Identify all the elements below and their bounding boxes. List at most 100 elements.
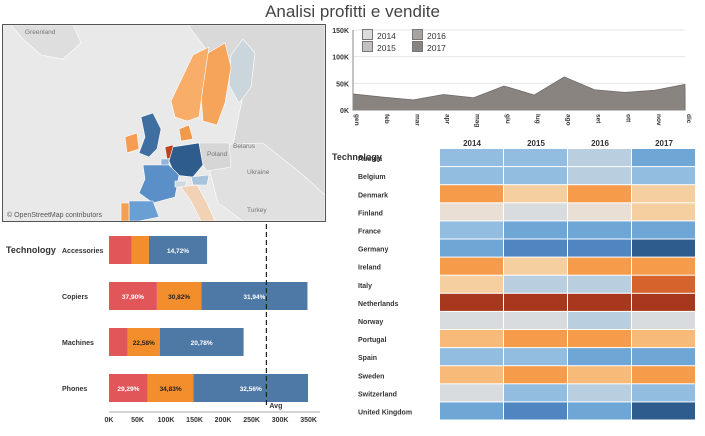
heatmap-cell [632,275,695,293]
map-label-greenland: Greenland [25,29,56,36]
bar-segment [131,236,149,264]
bar-segment [109,374,148,402]
map-finland [228,38,256,104]
heatmap-cell [568,330,631,348]
x-tick-label: mag [474,114,481,127]
heatmap-cell [440,185,503,203]
heatmap-cell [632,257,695,275]
heatmap-row-label: United Kingdom [358,409,412,416]
map-denmark [178,124,194,142]
heatmap-column-header: 2017 [655,139,673,148]
y-tick-label: 50K [336,81,349,88]
heatmap-row-label: France [358,228,381,235]
area-chart[interactable]: 0K 50K 100K 150K gen feb mar apr mag giu lug ago set… [330,24,705,144]
heatmap-row-label: Switzerland [358,391,397,398]
heatmap-cell [568,311,631,329]
legend-2015: 2015 [362,41,396,53]
page-title: Analisi profitti e vendite [265,2,440,21]
x-tick-label: 350K [300,417,317,424]
heatmap-cell [632,221,695,239]
bar-chart[interactable]: Technology Accessories 14,72% Copiers 37,90%… [0,222,330,431]
heatmap-cell [632,203,695,221]
heatmap-cell [632,311,695,329]
map-label-belarus: Belarus [233,143,256,150]
heatmap-cell [632,402,695,420]
x-tick-label: 300K [272,417,289,424]
bar-segment [147,374,194,402]
heatmap-cell [632,348,695,366]
heatmap-cell [440,257,503,275]
bar-chart-svg: Technology Accessories 14,72% Copiers 37,90%… [6,224,320,424]
heatmap-cell [632,239,695,257]
heatmap-row-label: Denmark [358,192,388,199]
heatmap-cell [568,293,631,311]
bar-data-label: 20,78% [191,340,213,347]
heatmap-cell [568,149,631,167]
bar-data-label: 14,72% [167,248,189,255]
x-tick-label: ott [625,114,632,123]
heatmap-chart[interactable]: Technology 2014 2015 2016 2017 Austria Belgium… [330,136,705,431]
map-france [138,164,180,204]
bar-data-label: 34,83% [160,386,182,393]
x-tick-label: set [594,114,601,124]
heatmap-cell [440,149,503,167]
reference-line-label: Avg [269,403,282,410]
x-tick-label: apr [444,114,451,125]
heatmap-cell [440,167,503,185]
map-label-poland: Poland [207,151,228,158]
x-tick-label: 0K [105,417,114,424]
heatmap-cell [504,348,567,366]
x-tick-label: mar [413,114,420,126]
bar-segment [201,282,308,310]
legend-2017: 2017 [412,41,446,53]
heatmap-cell [440,311,503,329]
bar-data-label: 37,90% [122,294,144,301]
heatmap-cell [504,149,567,167]
bar-category-label: Phones [62,386,87,393]
map-label-turkey: Turkey [247,207,267,214]
heatmap-row-label: Portugal [358,337,386,344]
heatmap-row-label: Norway [358,319,383,326]
map-switzerland [174,180,188,188]
x-tick-label: gen [353,114,360,126]
heatmap-row-label: Spain [358,355,377,362]
heatmap-cell [440,293,503,311]
x-tick-label: 250K [243,417,260,424]
heatmap-cell [504,185,567,203]
heatmap-cell [632,330,695,348]
map-ireland [124,132,140,154]
bar-data-label: 31,94% [243,294,265,301]
heatmap-column-header: 2014 [463,139,481,148]
bar-data-label: 30,82% [168,294,190,301]
heatmap-cell [632,185,695,203]
bar-data-label: 29,29% [117,386,139,393]
bar-data-label: 22,58% [133,340,155,347]
heatmap-row-label: Italy [358,283,372,290]
heatmap-row-label: Germany [358,247,388,254]
heatmap-row-label: Sweden [358,373,384,380]
heatmap-cell [568,203,631,221]
x-tick-label: lug [534,114,541,124]
area-chart-svg: 0K 50K 100K 150K gen feb mar apr mag giu lug ago set… [332,28,692,127]
bar-segment [193,374,309,402]
heatmap-cell [568,239,631,257]
heatmap-cell [568,167,631,185]
bar-segment [148,236,208,264]
heatmap-cell [440,330,503,348]
heatmap-cell [440,384,503,402]
europe-map[interactable]: Greenland Poland Belarus Ukraine Turkey … [2,24,326,222]
x-tick-label: dic [685,114,692,124]
bar-segment [127,328,160,356]
x-tick-label: ago [564,114,571,126]
heatmap-cell [568,221,631,239]
bar-category-label: Accessories [62,248,103,255]
x-tick-label: 150K [186,417,203,424]
heatmap-row-label: Austria [358,156,382,163]
heatmap-cell [504,203,567,221]
map-credit: © OpenStreetMap contributors [7,212,103,219]
heatmap-cell [568,348,631,366]
heatmap-cell [440,275,503,293]
heatmap-cell [504,239,567,257]
x-tick-label: 200K [215,417,232,424]
x-tick-label: feb [383,114,390,124]
